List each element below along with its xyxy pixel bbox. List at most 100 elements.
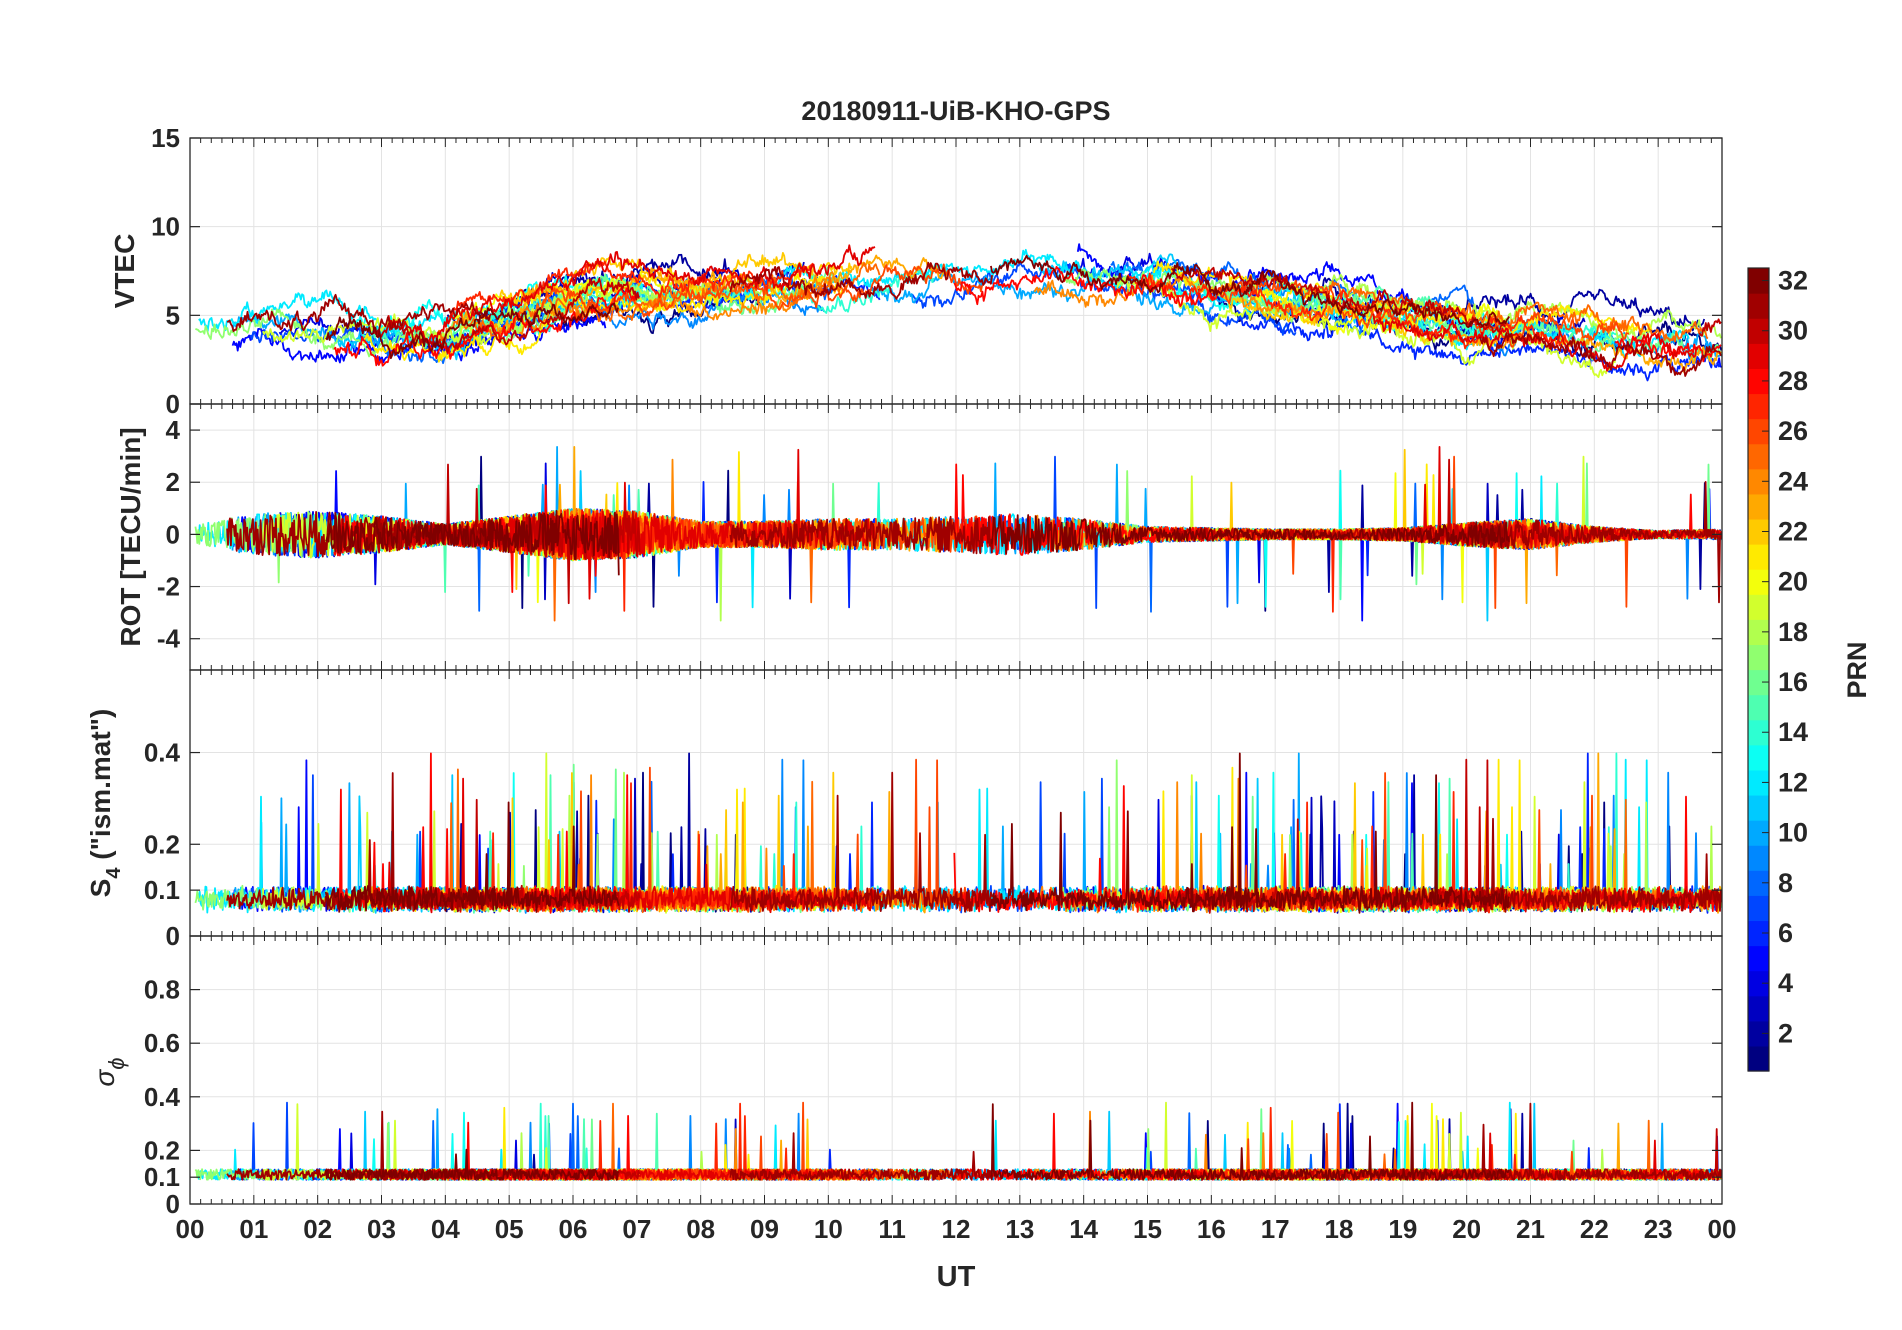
colorbar-stripe-prn-15 [1748, 694, 1769, 721]
rot-panel: -4 -2 0 2 4 ROT [TECU/min] [115, 403, 1723, 671]
vtec-y-tick-label: 10 [151, 212, 180, 242]
x-tick-label: 17 [1261, 1214, 1290, 1244]
sigma-phi-panel: 00.10.2 0.4 0.6 0.8 σϕ [89, 935, 1723, 1219]
colorbar-stripe-prn-17 [1748, 644, 1769, 671]
colorbar-tick-label: 4 [1778, 968, 1793, 998]
vtec-series-prn-23 [1443, 327, 1722, 374]
colorbar-stripe-prn-10 [1748, 820, 1769, 846]
vtec-series-prn-32 [990, 254, 1510, 329]
colorbar-tick-label: 12 [1778, 767, 1808, 797]
colorbar-stripe-prn-19 [1748, 594, 1769, 620]
colorbar-tick-label: 6 [1778, 918, 1793, 948]
colorbar-tick-label: 20 [1778, 567, 1808, 597]
x-tick-label: 09 [750, 1214, 779, 1244]
x-tick-label: 12 [942, 1214, 971, 1244]
sigma-phi-y-ticks: 00.10.2 0.4 0.6 0.8 [144, 975, 1722, 1219]
colorbar-stripe-prn-32 [1748, 268, 1769, 294]
colorbar-tick-label: 24 [1778, 466, 1808, 496]
vtec-series-prn-20 [454, 270, 707, 321]
x-tick-label: 06 [559, 1214, 588, 1244]
colorbar-tick-label: 28 [1778, 366, 1808, 396]
sigma-phi-y-tick-label: 0 [166, 1189, 180, 1219]
colorbar-stripes [1748, 268, 1769, 1072]
rot-y-tick-label: 4 [166, 415, 181, 445]
sigma-phi-label-subscript: ϕ [104, 1057, 129, 1069]
chart-title: 20180911-UiB-KHO-GPS [801, 96, 1110, 126]
colorbar-stripe-prn-8 [1748, 870, 1769, 896]
vtec-series-prn-28 [953, 265, 1216, 308]
s4-series-prn-31 [729, 771, 994, 913]
vtec-series-group [195, 243, 1722, 382]
colorbar-stripe-prn-12 [1748, 769, 1769, 796]
vtec-series-prn-29 [1372, 313, 1699, 372]
sigma-phi-y-tick-label: 0.1 [144, 1162, 180, 1192]
rot-y-tick-label: 2 [166, 467, 180, 497]
colorbar-stripe-prn-20 [1748, 569, 1769, 595]
vtec-series-prn-31 [1478, 332, 1722, 377]
colorbar-tick-label: 14 [1778, 717, 1808, 747]
colorbar-stripe-prn-31 [1748, 293, 1769, 319]
colorbar-stripe-prn-11 [1748, 794, 1769, 821]
colorbar-stripe-prn-5 [1748, 945, 1769, 972]
x-tick-label: 11 [878, 1214, 906, 1244]
sigma-phi-series-group [194, 1101, 1722, 1181]
vtec-series-prn-31 [729, 261, 993, 300]
x-tick-label: 10 [814, 1214, 843, 1244]
colorbar-stripe-prn-22 [1748, 518, 1769, 545]
colorbar-stripe-prn-16 [1748, 669, 1769, 696]
s4-series-prn-31 [1478, 817, 1722, 913]
colorbar-stripe-prn-21 [1748, 544, 1769, 570]
sigma-phi-y-axis-label: σϕ [89, 1057, 129, 1086]
colorbar-stripe-prn-14 [1748, 719, 1769, 746]
colorbar-stripe-prn-1 [1748, 1045, 1769, 1072]
s4-label-subscript: 4 [103, 867, 125, 879]
sigma-phi-y-tick-label: 0.6 [144, 1028, 180, 1058]
vtec-series-prn-30 [1698, 318, 1722, 337]
s4-label-s: S [85, 879, 116, 898]
colorbar-frame [1747, 267, 1770, 1072]
colorbar-stripe-prn-24 [1748, 468, 1769, 495]
vtec-series-prn-25 [1328, 280, 1709, 343]
colorbar-tick-label: 16 [1778, 667, 1808, 697]
sigma-phi-y-tick-label: 0.4 [144, 1082, 181, 1112]
x-tick-label: 01 [239, 1214, 268, 1244]
colorbar-stripe-prn-29 [1748, 343, 1769, 369]
vtec-series-prn-28 [333, 287, 637, 367]
sigma-phi-series-prn-32 [990, 1101, 1510, 1181]
rot-series-prn-29 [1372, 445, 1699, 549]
colorbar-stripe-prn-3 [1748, 995, 1769, 1022]
rot-series-prn-28 [953, 463, 1216, 556]
x-tick-label: 04 [431, 1214, 460, 1244]
colorbar-stripe-prn-9 [1748, 845, 1769, 871]
vtec-y-ticks: 0 5 10 15 [151, 123, 1722, 419]
colorbar-stripe-prn-27 [1748, 393, 1769, 420]
vtec-series-prn-9 [1221, 282, 1716, 360]
vtec-series-prn-21 [1153, 260, 1653, 335]
x-tick-label: 16 [1197, 1214, 1226, 1244]
vtec-series-prn-31 [226, 293, 493, 334]
vtec-series-prn-32 [325, 302, 619, 360]
rot-y-tick-label: -4 [157, 624, 181, 654]
colorbar-stripe-prn-2 [1748, 1020, 1769, 1047]
s4-y-tick-label: 0.1 [144, 875, 180, 905]
x-tick-label: 14 [1069, 1214, 1098, 1244]
x-tick-label: 07 [622, 1214, 651, 1244]
rot-y-ticks: -4 -2 0 2 4 [157, 415, 1722, 654]
vtec-y-axis-label: VTEC [109, 234, 140, 309]
x-tick-label: 02 [303, 1214, 332, 1244]
x-tick-label: 08 [686, 1214, 715, 1244]
rot-series-prn-31 [729, 515, 994, 555]
colorbar-stripe-prn-13 [1748, 744, 1769, 771]
x-tick-label: 23 [1644, 1214, 1673, 1244]
colorbar-tick-label: 22 [1778, 516, 1808, 546]
x-tick-label: 00 [1708, 1214, 1737, 1244]
s4-series-prn-32 [990, 752, 1510, 914]
vtec-series-prn-30 [1170, 266, 1506, 334]
rot-y-axis-label: ROT [TECU/min] [115, 427, 146, 646]
s4-y-tick-label: 0.2 [144, 829, 180, 859]
x-tick-label: 03 [367, 1214, 396, 1244]
vtec-series-prn-29 [387, 244, 876, 343]
